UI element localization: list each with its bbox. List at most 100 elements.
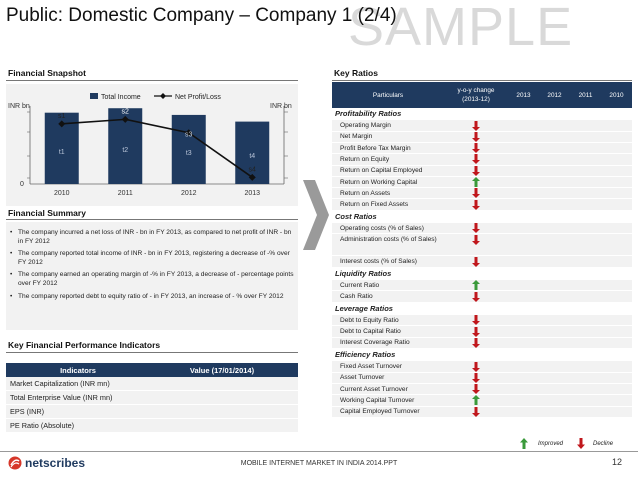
header-2010: 2010	[609, 91, 624, 99]
summary-bullet: • The company earned an operating margin …	[10, 271, 294, 288]
decline-arrow-icon	[472, 337, 480, 348]
yoy-change-cell	[444, 154, 508, 165]
legend-net-profit-marker	[160, 93, 166, 99]
yoy-change-cell	[444, 223, 508, 234]
yoy-change-cell	[444, 165, 508, 176]
key-ratios-rule	[332, 80, 632, 81]
yoy-change-cell	[444, 326, 508, 337]
decline-arrow-icon	[472, 165, 480, 176]
ratio-label: Return on Equity	[340, 155, 390, 163]
header-2011: 2011	[578, 91, 593, 99]
ratio-label: Return on Fixed Assets	[340, 201, 409, 209]
decline-arrow-icon	[472, 131, 480, 142]
bar-total-income	[235, 121, 270, 184]
summary-rule	[6, 219, 298, 220]
line-data-label: s2	[122, 108, 130, 115]
kfpi-indicator: Market Capitalization (INR mn)	[10, 379, 110, 388]
footer-title: MOBILE INTERNET MARKET IN INDIA 2014.PPT	[240, 460, 398, 467]
ratio-label: Asset Turnover	[340, 374, 385, 382]
line-data-label: s1	[58, 113, 66, 120]
summary-bullet-text: The company incurred a net loss of INR -…	[18, 229, 292, 245]
financial-snapshot-chart: INR bn INR bn 0 Total Income Net Profit/Loss…	[6, 84, 298, 206]
legend-improved-label: Improved	[538, 440, 564, 447]
kfpi-row: PE Ratio (Absolute)	[6, 419, 298, 433]
ratio-row: Profit Before Tax Margin	[332, 142, 632, 155]
line-data-label: s4	[249, 166, 257, 173]
yoy-change-cell	[444, 235, 508, 246]
bar-total-income	[171, 114, 206, 184]
kfpi-rule	[6, 352, 298, 353]
ratio-row: Asset Turnover	[332, 372, 632, 384]
kfpi-table: Indicators Value (17/01/2014) Market Cap…	[6, 363, 298, 433]
net-profit-line	[61, 118, 253, 178]
x-tick-label: 2011	[118, 190, 133, 197]
net-profit-marker	[58, 120, 66, 128]
yoy-change-cell	[444, 406, 508, 417]
decline-arrow-icon	[472, 199, 480, 210]
decline-arrow-icon	[472, 143, 480, 154]
chart-svg: INR bn INR bn 0 Total Income Net Profit/Loss…	[8, 93, 292, 197]
bar-data-label: t3	[186, 150, 192, 157]
ratio-row: Current Asset Turnover	[332, 384, 632, 396]
ratio-label: Return on Capital Employed	[340, 167, 423, 175]
summary-bullet-text: The company earned an operating margin o…	[18, 271, 294, 288]
summary-bullet: • The company incurred a net loss of INR …	[10, 228, 294, 246]
y-axis-left-label: INR bn	[8, 103, 30, 110]
ratio-row: Capital Employed Turnover	[332, 406, 632, 418]
yoy-change-cell	[444, 256, 508, 267]
yoy-change-cell	[444, 337, 508, 348]
decline-arrow-icon	[472, 256, 480, 267]
improved-arrow-icon	[472, 395, 480, 406]
ratio-label: Administration costs (% of Sales)	[340, 236, 437, 244]
ratio-label: Interest costs (% of Sales)	[340, 258, 417, 266]
ratio-row: Return on Equity	[332, 154, 632, 166]
decline-arrow-icon	[472, 235, 480, 246]
kfpi-heading: Key Financial Performance Indicators	[8, 340, 161, 350]
financial-snapshot-heading: Financial Snapshot	[8, 68, 86, 78]
bar-data-label: t2	[122, 147, 128, 154]
summary-bullet-text: The company reported total income of INR…	[18, 250, 290, 267]
ratio-category-label: Profitability Ratios	[335, 109, 402, 119]
ratio-category: Cost Ratios	[332, 210, 632, 224]
summary-bullet: • The company reported debt to equity rat…	[10, 292, 284, 300]
ratio-label: Return on Working Capital	[340, 178, 418, 186]
yoy-change-cell	[444, 188, 508, 199]
decline-arrow-icon	[472, 291, 480, 302]
y-axis-zero-label: 0	[20, 181, 24, 188]
ratio-category-label: Cost Ratios	[335, 211, 377, 221]
decline-arrow-icon	[472, 315, 480, 326]
ratio-label: Operating Margin	[340, 122, 391, 130]
y-axis-right-label: INR bn	[270, 103, 292, 110]
summary-bullet: • The company reported total income of IN…	[10, 249, 294, 267]
net-profit-marker	[121, 115, 129, 123]
yoy-change-cell	[444, 120, 508, 131]
bar-data-label: t4	[249, 153, 255, 160]
decline-arrow-icon	[472, 120, 480, 131]
yoy-change-cell	[444, 199, 508, 210]
ratio-label: Return on Assets	[340, 189, 391, 197]
ratio-row: Fixed Asset Turnover	[332, 361, 632, 373]
improved-arrow-icon	[520, 438, 528, 449]
kfpi-row: Market Capitalization (INR mn)	[6, 377, 298, 391]
ratio-label: Current Ratio	[340, 281, 380, 289]
ratio-category: Profitability Ratios	[332, 108, 632, 121]
footer-rule	[0, 451, 638, 452]
kfpi-row: Total Enterprise Value (INR mn)	[6, 391, 298, 405]
yoy-change-cell	[444, 395, 508, 406]
yoy-change-cell	[444, 143, 508, 154]
sample-watermark: SAMPLE	[348, 0, 574, 57]
transition-arrow-icon	[303, 180, 329, 255]
header-2013: 2013	[516, 91, 531, 99]
kfpi-header-indicators: Indicators	[60, 365, 96, 375]
ratio-category-label: Leverage Ratios	[335, 303, 393, 313]
ratio-label: Net Margin	[340, 133, 373, 141]
yoy-change-cell	[444, 384, 508, 395]
ratio-label: Debt to Capital Ratio	[340, 328, 401, 336]
header-yoy-change: y-o-y change (2013-12)	[457, 87, 495, 103]
key-ratios-heading: Key Ratios	[334, 68, 378, 78]
ratio-label: Capital Employed Turnover	[340, 408, 420, 416]
header-particulars: Particulars	[372, 91, 404, 99]
decline-arrow-icon	[472, 326, 480, 337]
yoy-change-cell	[444, 372, 508, 383]
ratio-label: Operating costs (% of Sales)	[340, 224, 424, 232]
